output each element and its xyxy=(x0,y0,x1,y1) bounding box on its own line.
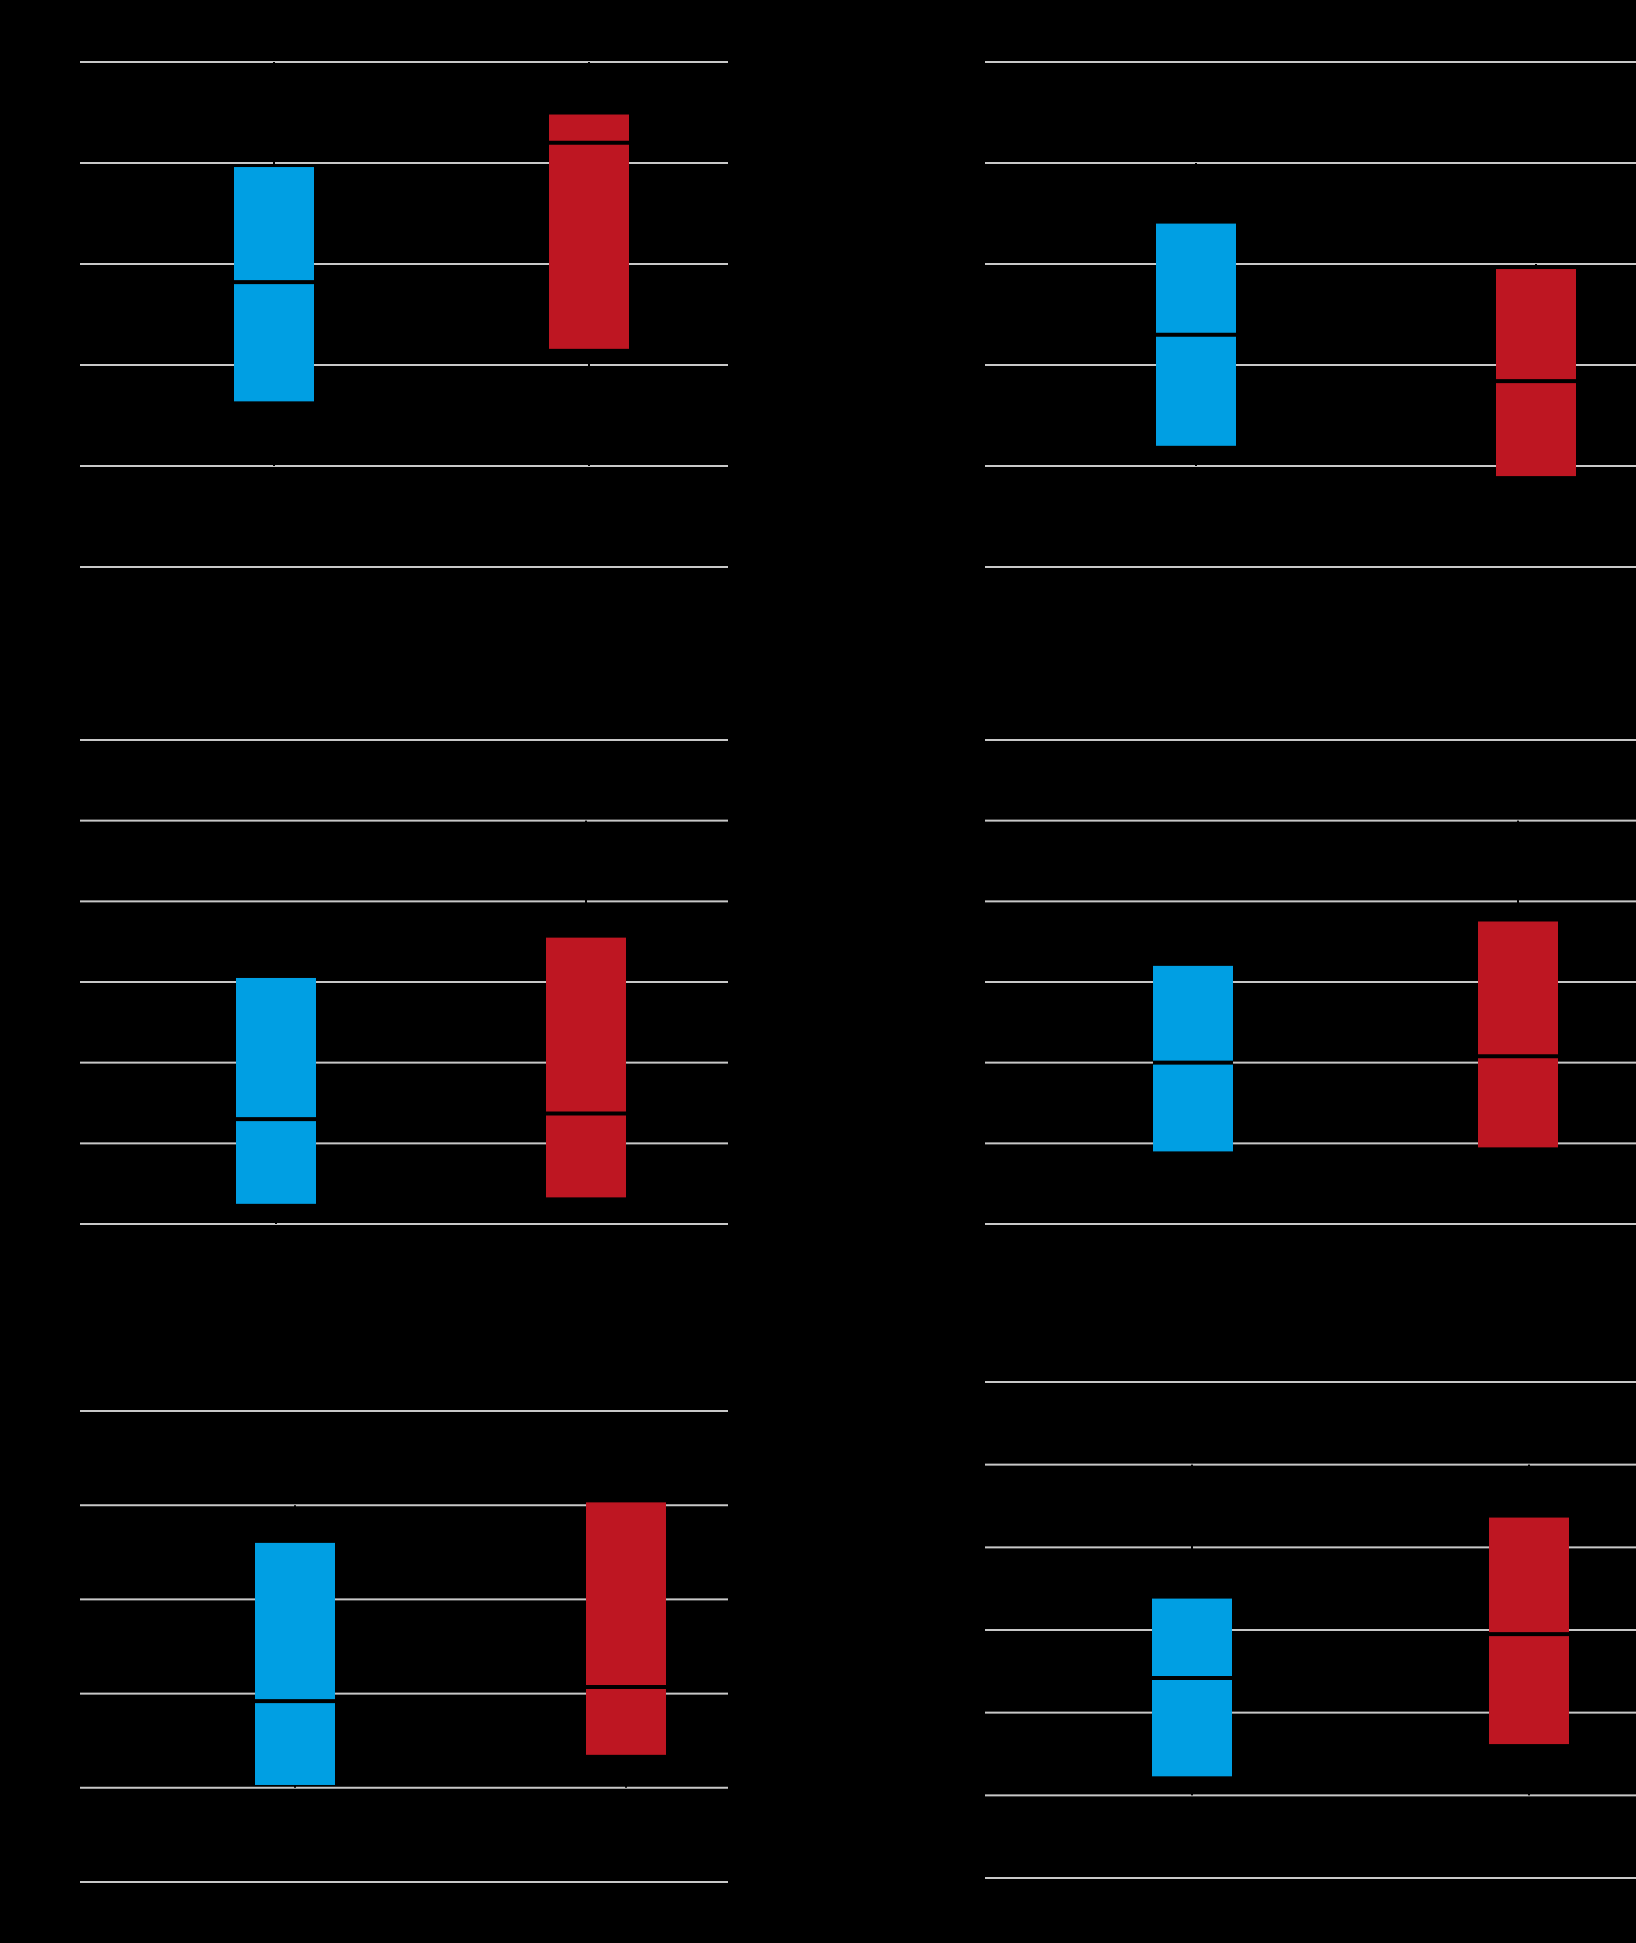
box-group_a xyxy=(234,167,314,402)
panel-top-left xyxy=(80,61,728,568)
box-group_b xyxy=(1496,269,1576,477)
panel-middle-right xyxy=(985,739,1636,1225)
box-group_b xyxy=(546,937,626,1198)
box-group_a xyxy=(236,977,316,1204)
panel-top-right xyxy=(985,61,1636,568)
box-group_b xyxy=(586,1502,666,1755)
box-group_a xyxy=(255,1542,335,1785)
panel-middle-left xyxy=(80,739,728,1225)
box-group_b xyxy=(1478,921,1558,1148)
box-group_a xyxy=(1153,965,1233,1152)
box-group_b xyxy=(549,114,629,349)
box-group_b xyxy=(1489,1517,1569,1745)
panel-bottom-left xyxy=(80,1410,728,1883)
panel-bottom-right xyxy=(985,1381,1636,1879)
box-group_a xyxy=(1152,1598,1232,1777)
